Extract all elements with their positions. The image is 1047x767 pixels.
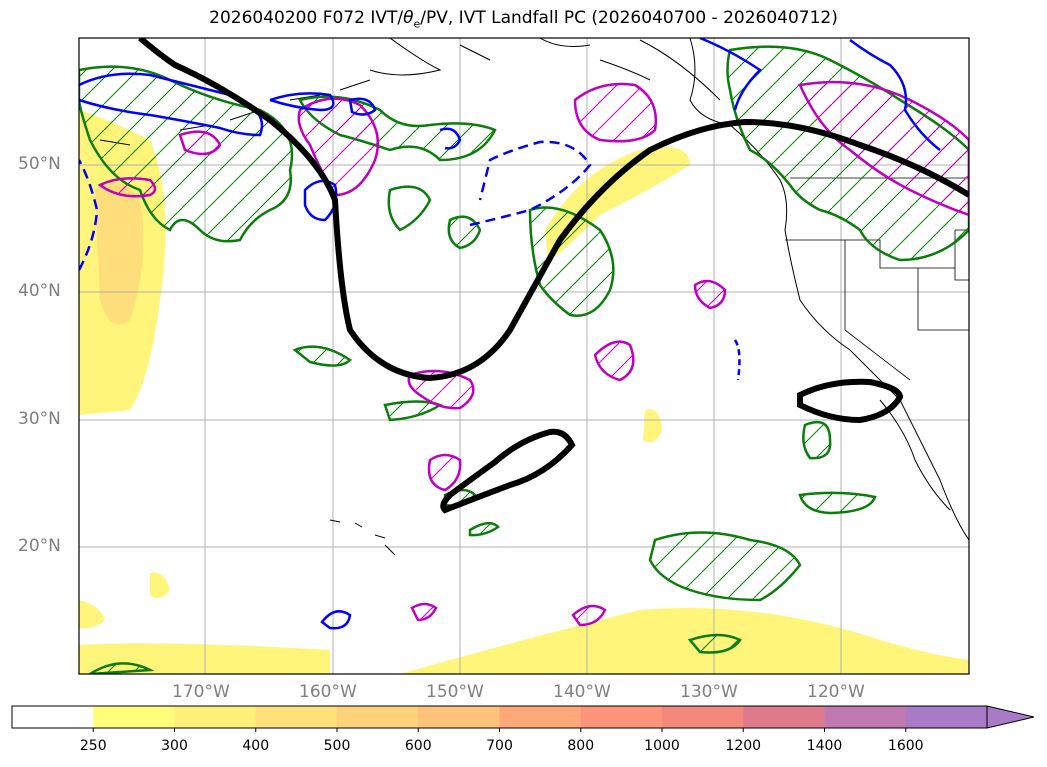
pv-w2: [178, 130, 222, 156]
ivt-area-west-core: [95, 182, 144, 325]
green-contour-tt: [468, 521, 500, 537]
green-contour-c3: [292, 345, 352, 367]
green-contour-e: [802, 420, 832, 460]
pv-neg-2: [348, 97, 377, 116]
pv-neg-s: [320, 610, 352, 630]
green-contour-ne: [726, 45, 969, 262]
pv-s1: [410, 602, 438, 622]
lat-label-20: 20°N: [18, 536, 61, 556]
pv-neg-ne: [699, 38, 941, 151]
colorbar-label: 800: [567, 738, 595, 754]
green-contour-c4: [383, 400, 443, 422]
lon-label-170w: 170°W: [172, 682, 230, 702]
green-contour-se: [798, 491, 877, 515]
colorbar-segment: [337, 706, 419, 728]
pv-c4: [427, 453, 462, 492]
colorbar-label: 1400: [806, 738, 843, 754]
lat-label-50: 50°N: [18, 154, 61, 174]
colorbar-segment: [580, 706, 663, 728]
colorbar-label: 1200: [725, 738, 762, 754]
alaska-coast: [369, 38, 721, 101]
colorbar-segment: [93, 706, 175, 728]
map-frame: [78, 37, 970, 675]
green-contour-sm: [687, 633, 742, 654]
green-contour-s: [648, 531, 802, 602]
colorbar-segment: [743, 706, 825, 728]
pv-neg-dashed: [469, 140, 592, 227]
colorbar-segment: [12, 706, 94, 728]
green-contour-c2: [447, 215, 482, 250]
colorbar-extend-arrow: [986, 705, 1035, 729]
colorbar-label: 700: [486, 738, 513, 754]
colorbar-segment: [824, 706, 907, 728]
lat-label-30: 30°N: [18, 409, 61, 429]
lon-label-130w: 130°W: [680, 682, 738, 702]
pv-c2: [593, 340, 635, 382]
ivt-landfall-pc: [138, 38, 969, 514]
pv-neg-c: [733, 339, 741, 381]
north-america-coast: [689, 38, 969, 541]
colorbar-label: 500: [323, 738, 351, 754]
colorbar-segment: [418, 706, 500, 728]
pc-east-loop: [797, 378, 904, 424]
pv-negative-contours: [79, 38, 941, 630]
lat-label-40: 40°N: [18, 281, 61, 301]
colorbar-label: 1000: [644, 738, 680, 754]
pv-ne: [798, 80, 969, 217]
ivt-area-sw: [79, 600, 105, 629]
chart-title: 2026040200 F072 IVT/θe/PV, IVT Landfall …: [209, 8, 838, 31]
pc-main-contour: [138, 38, 969, 382]
hawaii-islands: [329, 519, 396, 556]
ivt-area-small-1: [643, 409, 662, 443]
lon-label-140w: 140°W: [553, 682, 611, 702]
colorbar-label: 1600: [887, 738, 924, 754]
colorbar-segment: [255, 706, 338, 728]
ivt-area-south-2: [400, 608, 969, 674]
pv-s2: [571, 604, 607, 627]
lon-label-160w: 160°W: [299, 682, 357, 702]
ivt-area-small-2: [150, 572, 170, 599]
lon-label-120w: 120°W: [807, 682, 865, 702]
colorbar-label: 400: [242, 738, 270, 754]
pc-south-loop: [440, 428, 576, 514]
pv-w: [97, 177, 157, 198]
green-contour-bl: [89, 662, 155, 674]
pv-neg-w-dashed: [79, 159, 99, 271]
colorbar: [11, 705, 1035, 732]
pv-n2: [573, 82, 658, 143]
pv-neg-4: [439, 127, 462, 150]
colorbar-segment: [662, 706, 744, 728]
pv-neg-nw: [79, 72, 264, 137]
colorbar-segment: [499, 706, 582, 728]
lon-label-150w: 150°W: [426, 682, 484, 702]
colorbar-segment: [174, 706, 257, 728]
pv-c1: [693, 279, 727, 310]
map-canvas: [78, 37, 970, 675]
colorbar-segment: [905, 706, 988, 728]
baja-coast: [879, 399, 951, 511]
colorbar-label: 300: [161, 738, 188, 754]
green-contour-mid: [387, 185, 432, 232]
colorbar-label: 600: [404, 738, 432, 754]
colorbar-label: 250: [79, 738, 107, 754]
pv-neg-1: [269, 92, 335, 112]
